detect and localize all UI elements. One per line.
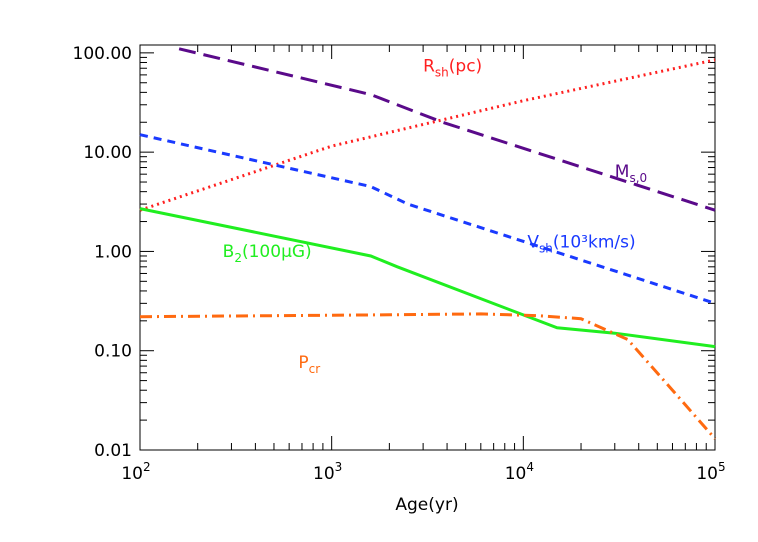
y-tick-label: 10.00 — [83, 143, 132, 163]
series-line-vsh — [139, 133, 716, 305]
series-labels: Rsh(pc) Ms,0 Vsh(10³km/s) B2(100μG) Pcr — [223, 56, 647, 376]
series-label-rsh: Rsh(pc) — [423, 56, 482, 79]
x-tick-label: 103 — [313, 460, 342, 484]
plot-frame — [139, 44, 716, 451]
series-line-ms0 — [178, 47, 716, 212]
series-line-rsh — [139, 58, 716, 212]
y-tick-label: 0.01 — [94, 441, 132, 461]
y-tick-label: 1.00 — [94, 242, 132, 262]
series-line-pcr — [139, 312, 717, 440]
x-tick-label: 105 — [696, 460, 725, 484]
series-group — [139, 47, 717, 440]
y-tick-label: 100.00 — [73, 44, 132, 64]
y-tick-label: 0.10 — [94, 342, 132, 362]
series-label-ms0: Ms,0 — [615, 162, 647, 185]
x-tick-label: 102 — [121, 460, 150, 484]
series-label-vsh: Vsh(10³km/s) — [527, 232, 635, 255]
x-axis-title: Age(yr) — [395, 495, 458, 515]
series-line-b2 — [139, 207, 716, 349]
series-label-pcr: Pcr — [298, 353, 320, 376]
x-tick-label: 104 — [505, 460, 534, 484]
axis-ticks: 102 103 104 105 0.01 0.10 1.00 10.00 100.00 — [73, 44, 726, 484]
series-label-b2: B2(100μG) — [223, 242, 312, 265]
